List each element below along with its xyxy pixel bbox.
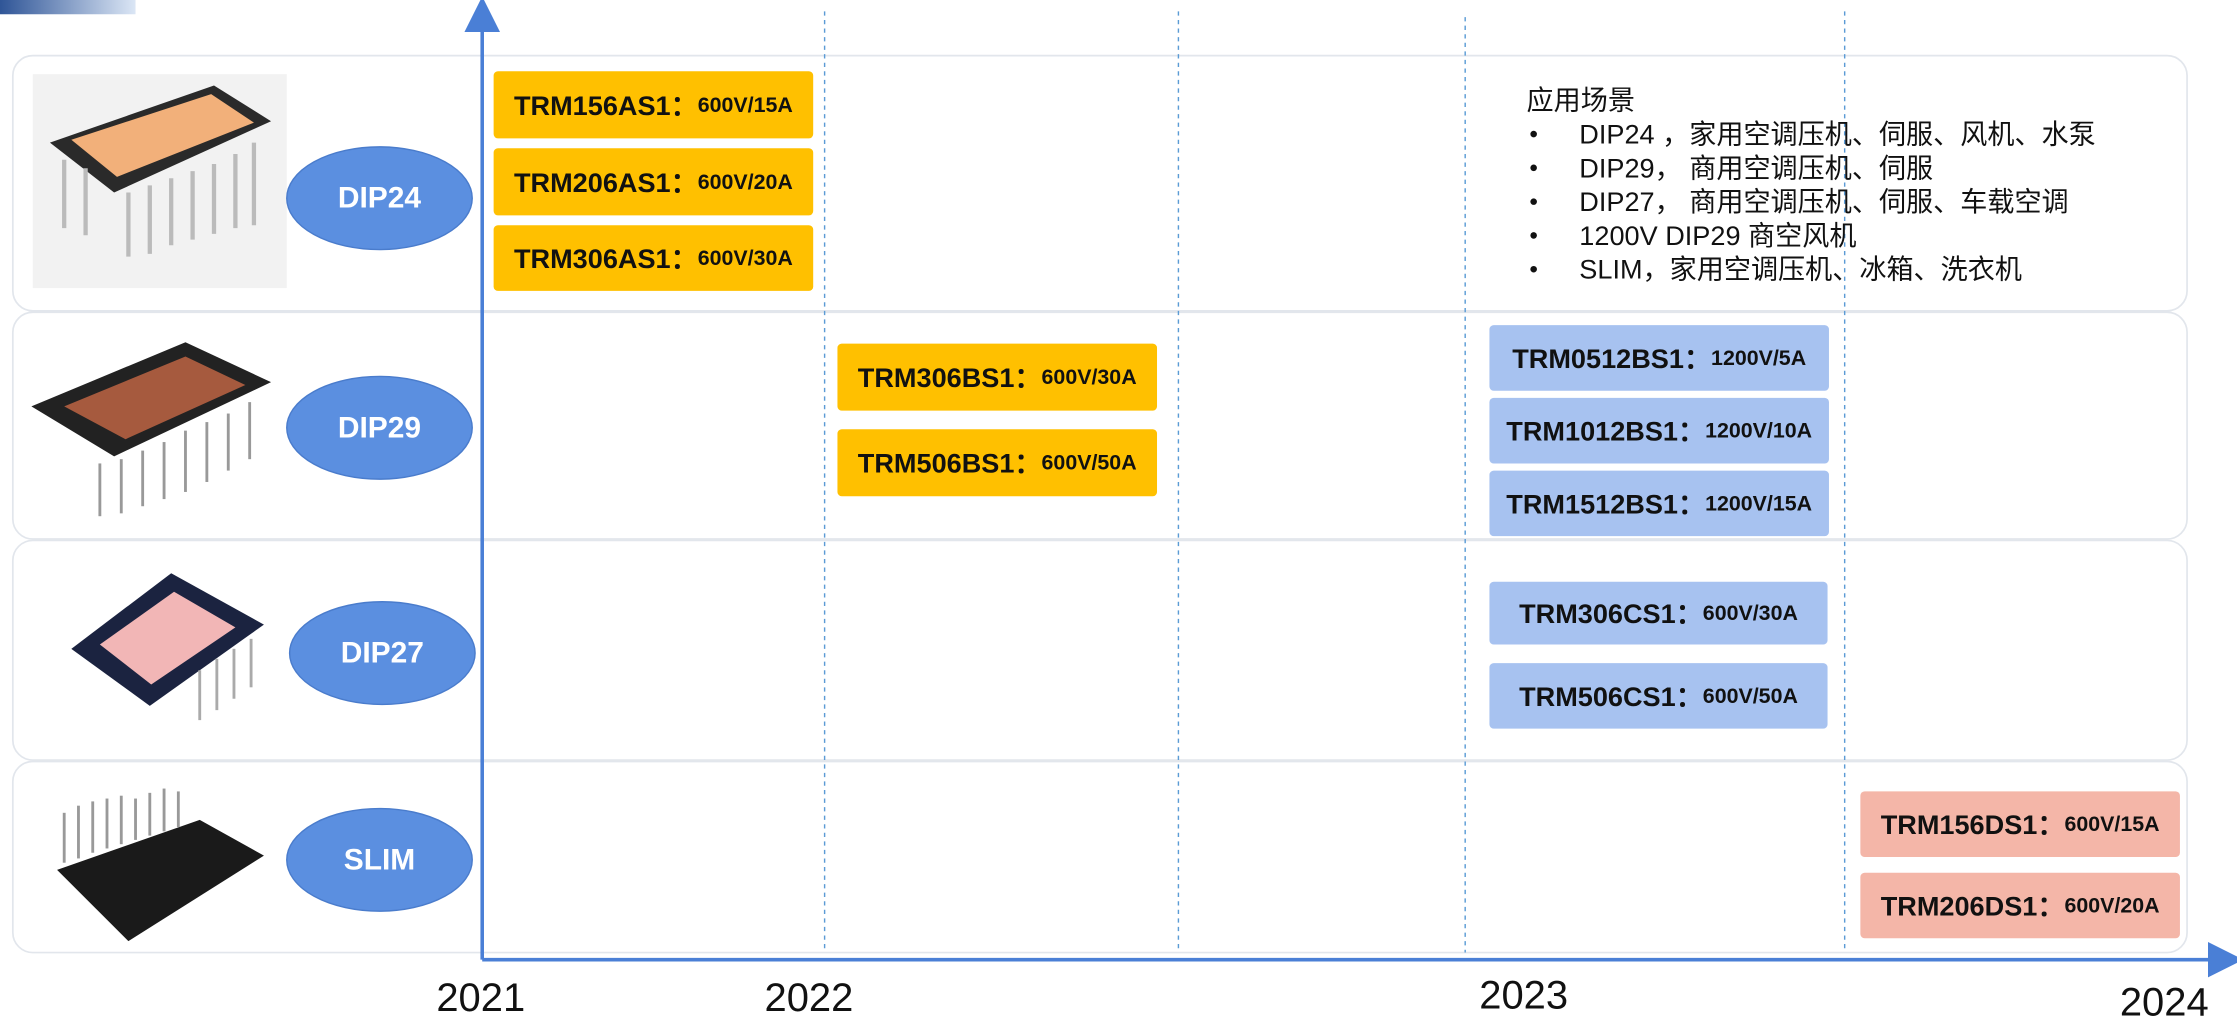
product-spec: 600V/15A <box>2064 812 2159 836</box>
product-name: TRM156DS1： <box>1881 809 2065 840</box>
product-label: TRM1012BS1：1200V/10A <box>1506 415 1812 446</box>
product-label: TRM156DS1：600V/15A <box>1881 809 2160 840</box>
product-spec: 600V/30A <box>1703 601 1798 625</box>
product-spec: 600V/30A <box>1042 365 1137 389</box>
product-label: TRM0512BS1：1200V/5A <box>1512 342 1806 373</box>
bullet <box>1530 266 1537 273</box>
product-label: TRM206AS1：600V/20A <box>514 166 793 197</box>
product-name: TRM306AS1： <box>514 243 698 274</box>
product-label: TRM206DS1：600V/20A <box>1881 890 2160 921</box>
product-name: TRM156AS1： <box>514 89 698 120</box>
product-label: TRM306BS1：600V/30A <box>858 362 1137 393</box>
product-label: TRM306CS1：600V/30A <box>1519 598 1798 629</box>
product-spec: 600V/15A <box>698 93 793 117</box>
application-item: DIP24 ，家用空调压机、伺服、风机、水泵 <box>1579 119 2095 150</box>
bullet <box>1530 131 1537 138</box>
product-label: TRM156AS1：600V/15A <box>514 89 793 120</box>
application-item: SLIM，家用空调压机、冰箱、洗衣机 <box>1579 254 2022 285</box>
product-spec: 600V/50A <box>1042 451 1137 475</box>
package-label: DIP24 <box>338 182 422 215</box>
year-label: 2024 <box>2120 980 2209 1021</box>
product-label: TRM506BS1：600V/50A <box>858 447 1137 478</box>
page: 2021202220232024DIP24TRM156AS1：600V/15AT… <box>0 0 2237 1021</box>
product-name: TRM506CS1： <box>1519 680 1703 711</box>
product-name: TRM1012BS1： <box>1506 415 1705 446</box>
product-name: TRM306BS1： <box>858 362 1042 393</box>
bullet <box>1530 165 1537 172</box>
year-label: 2021 <box>436 976 525 1020</box>
package-label: DIP27 <box>341 637 424 670</box>
product-spec: 1200V/15A <box>1705 491 1812 515</box>
package-label: DIP29 <box>338 411 421 444</box>
product-name: TRM506BS1： <box>858 447 1042 478</box>
product-name: TRM1512BS1： <box>1506 488 1705 519</box>
product-spec: 1200V/10A <box>1705 419 1812 443</box>
product-name: TRM0512BS1： <box>1512 342 1711 373</box>
product-name: TRM206AS1： <box>514 166 698 197</box>
product-spec: 600V/20A <box>2064 893 2159 917</box>
package-label: SLIM <box>344 843 416 876</box>
roadmap: 2021202220232024DIP24TRM156AS1：600V/15AT… <box>0 0 2237 1021</box>
product-spec: 1200V/5A <box>1711 346 1806 370</box>
year-label: 2023 <box>1479 973 1568 1017</box>
year-label: 2022 <box>764 976 853 1020</box>
product-label: TRM1512BS1：1200V/15A <box>1506 488 1812 519</box>
bullet <box>1530 198 1537 205</box>
product-name: TRM206DS1： <box>1881 890 2065 921</box>
chip-dip24 <box>33 74 287 288</box>
product-name: TRM306CS1： <box>1519 598 1703 629</box>
header-bar <box>0 0 136 14</box>
application-item: DIP29， 商用空调压机、伺服 <box>1579 152 1933 183</box>
applications-title: 应用场景 <box>1527 84 1635 115</box>
product-spec: 600V/20A <box>698 170 793 194</box>
application-item: 1200V DIP29 商空风机 <box>1579 220 1856 251</box>
application-item: DIP27， 商用空调压机、伺服、车载空调 <box>1579 186 2068 217</box>
product-label: TRM506CS1：600V/50A <box>1519 680 1798 711</box>
product-label: TRM306AS1：600V/30A <box>514 243 793 274</box>
product-spec: 600V/30A <box>698 246 793 270</box>
product-spec: 600V/50A <box>1703 684 1798 708</box>
bullet <box>1530 232 1537 239</box>
